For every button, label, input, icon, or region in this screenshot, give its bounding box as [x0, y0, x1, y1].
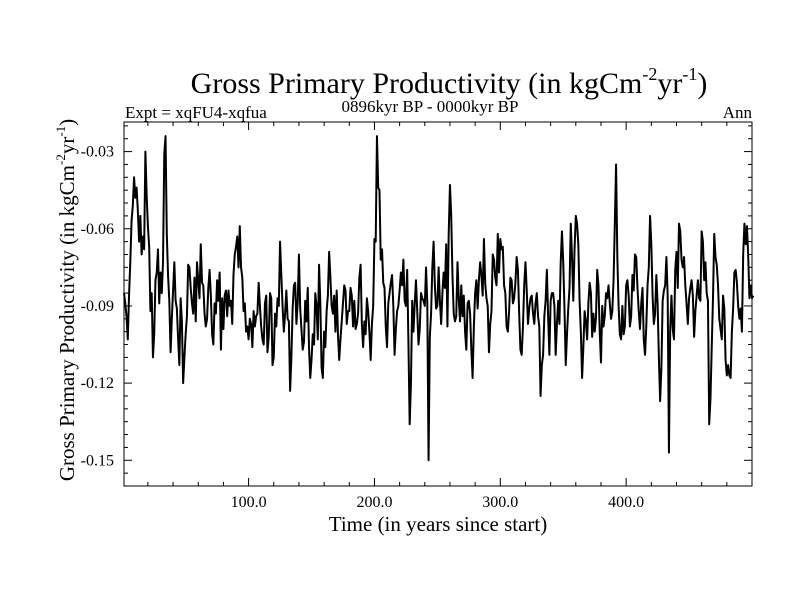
period-label: 0896kyr BP - 0000kyr BP — [342, 97, 519, 116]
x-tick-label: 200.0 — [356, 494, 392, 511]
season-label: Ann — [723, 103, 753, 122]
y-tick-label: -0.06 — [81, 221, 114, 238]
y-tick-label: -0.03 — [81, 144, 114, 161]
experiment-label: Expt = xqFU4-xqfua — [125, 103, 267, 122]
y-tick-label: -0.12 — [81, 375, 114, 392]
chart-title: Gross Primary Productivity (in kgCm-2yr-… — [191, 64, 708, 100]
x-axis-ticks: 100.0 200.0 300.0 400.0 — [147, 122, 728, 511]
x-tick-label: 100.0 — [231, 494, 267, 511]
x-axis-label: Time (in years since start) — [329, 512, 548, 536]
x-tick-label: 300.0 — [482, 494, 518, 511]
y-axis-label: Gross Primary Productivity (in kgCm-2yr-… — [53, 119, 79, 481]
x-tick-label: 400.0 — [608, 494, 644, 511]
y-tick-label: -0.15 — [81, 452, 114, 469]
plot-frame — [123, 121, 753, 487]
y-tick-label: -0.09 — [81, 298, 114, 315]
series-line — [123, 135, 755, 462]
y-axis-ticks: -0.15 -0.12 -0.09 -0.06 -0.03 — [81, 125, 752, 487]
series-layer — [123, 135, 755, 462]
